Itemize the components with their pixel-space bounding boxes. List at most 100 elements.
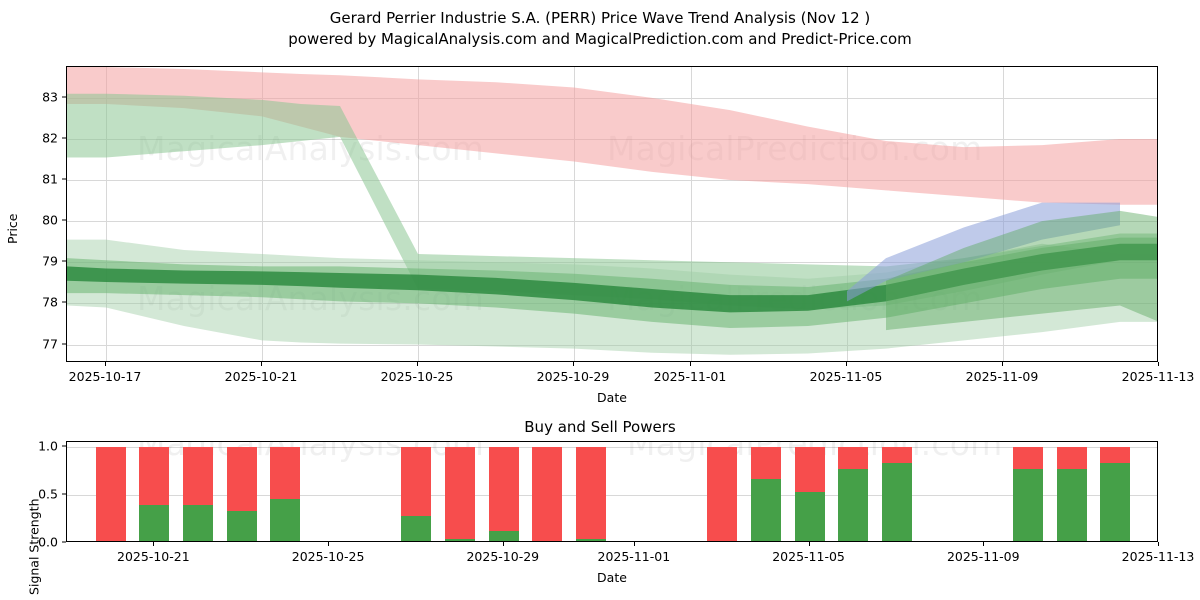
signal-bar[interactable] (226, 446, 257, 541)
buy-power-segment (183, 504, 214, 541)
power-x-tick-label: 2025-10-25 (291, 549, 365, 564)
price-gridline-v (1003, 67, 1004, 361)
price-y-tick-label: 82 (42, 130, 58, 146)
power-y-tick-label: 0.0 (38, 534, 58, 550)
price-x-tick-mark (261, 362, 262, 366)
price-x-tick-mark (417, 362, 418, 366)
price-y-tick-mark (62, 260, 66, 262)
signal-bar[interactable] (401, 446, 432, 541)
sell-power-segment (576, 446, 607, 541)
price-x-tick-mark (1158, 362, 1159, 366)
page-title: Gerard Perrier Industrie S.A. (PERR) Pri… (329, 9, 871, 27)
signal-bar[interactable] (270, 446, 301, 541)
buy-sell-title: Buy and Sell Powers (524, 418, 676, 436)
power-x-axis-label: Date (597, 570, 627, 585)
signal-bar[interactable] (532, 446, 563, 541)
price-y-tick-mark (62, 301, 66, 303)
power-y-tick-mark (62, 493, 66, 495)
price-y-tick-label: 81 (42, 171, 58, 187)
power-y-axis-label: Signal Strength (26, 498, 42, 595)
price-x-tick-mark (690, 362, 691, 366)
price-y-tick-mark (62, 178, 66, 180)
buy-power-segment (881, 463, 912, 541)
signal-bar[interactable] (1100, 446, 1131, 541)
signal-bar[interactable] (183, 446, 214, 541)
price-gridline-v (847, 67, 848, 361)
price-gridline-v (691, 67, 692, 361)
price-y-tick-mark (62, 96, 66, 98)
price-y-tick-label: 78 (42, 294, 58, 310)
power-x-tick-label: 2025-11-09 (946, 549, 1020, 564)
price-x-tick-label: 2025-10-21 (224, 369, 298, 384)
price-x-tick-mark (573, 362, 574, 366)
buy-sell-chart: MagicalAnalysis.comMagicalPrediction.com (66, 441, 1158, 542)
signal-bar[interactable] (707, 446, 738, 541)
power-y-tick-label: 0.5 (38, 486, 58, 502)
sell-power-segment (445, 446, 476, 541)
signal-bar[interactable] (95, 446, 126, 541)
price-x-tick-label: 2025-11-09 (965, 369, 1039, 384)
power-x-tick-label: 2025-10-29 (466, 549, 540, 564)
sell-power-segment (532, 446, 563, 541)
power-x-tick-mark (983, 542, 985, 546)
power-y-tick-mark (62, 445, 66, 447)
price-band-3 (67, 237, 1157, 329)
buy-power-segment (750, 478, 781, 541)
price-x-tick-label: 2025-11-01 (653, 369, 727, 384)
price-band-1 (67, 93, 1157, 310)
signal-bar[interactable] (445, 446, 476, 541)
price-y-axis-label: Price (4, 213, 20, 245)
signal-bar[interactable] (1012, 446, 1043, 541)
price-x-tick-mark (105, 362, 106, 366)
power-y-tick-mark (62, 541, 66, 543)
power-x-tick-mark (1158, 542, 1159, 546)
buy-power-segment (838, 468, 869, 541)
buy-power-segment (270, 498, 301, 541)
price-x-tick-label: 2025-11-13 (1121, 369, 1195, 384)
signal-bar[interactable] (488, 446, 519, 541)
signal-bar[interactable] (750, 446, 781, 541)
price-y-tick-label: 79 (42, 253, 58, 269)
price-band-6 (886, 210, 1157, 331)
power-x-tick-mark (808, 542, 810, 546)
signal-bar[interactable] (838, 446, 869, 541)
price-gridline-v (418, 67, 419, 361)
power-x-tick-mark (153, 542, 155, 546)
price-wave-chart: MagicalAnalysis.comMagicalPrediction.com… (66, 66, 1158, 362)
price-x-tick-label: 2025-10-25 (380, 369, 454, 384)
buy-power-segment (488, 531, 519, 541)
price-y-tick-label: 83 (42, 89, 58, 105)
price-y-tick-mark (62, 137, 66, 139)
price-y-tick-mark (62, 219, 66, 221)
power-gridline-h (67, 446, 1157, 448)
sell-power-segment (707, 446, 738, 541)
power-y-tick-label: 1.0 (38, 438, 58, 454)
price-x-tick-mark (846, 362, 847, 366)
power-x-tick-label: 2025-11-05 (772, 549, 845, 564)
price-gridline-h (67, 180, 1157, 182)
buy-power-segment (226, 511, 257, 541)
price-gridline-h (67, 221, 1157, 223)
price-gridline-h (67, 344, 1157, 346)
price-band-layer (67, 67, 1157, 355)
price-y-tick-mark (62, 343, 66, 344)
signal-bar[interactable] (881, 446, 912, 541)
price-x-tick-label: 2025-10-17 (68, 369, 142, 384)
signal-bar[interactable] (576, 446, 607, 541)
price-gridline-v (262, 67, 263, 361)
power-x-tick-label: 2025-11-01 (597, 549, 671, 564)
price-x-tick-label: 2025-10-29 (536, 369, 610, 384)
power-gridline-h (67, 494, 1157, 496)
price-band-0 (67, 67, 1157, 205)
price-y-tick-label: 77 (42, 336, 58, 351)
price-band-5 (847, 202, 1120, 302)
signal-bar[interactable] (139, 446, 170, 541)
signal-bar[interactable] (794, 446, 825, 541)
buy-power-segment (1012, 468, 1043, 541)
signal-bar[interactable] (1056, 446, 1087, 541)
power-x-tick-mark (502, 542, 504, 546)
buy-power-segment (139, 504, 170, 541)
sell-power-segment (95, 446, 126, 541)
buy-power-segment (794, 492, 825, 541)
buy-power-segment (445, 539, 476, 541)
